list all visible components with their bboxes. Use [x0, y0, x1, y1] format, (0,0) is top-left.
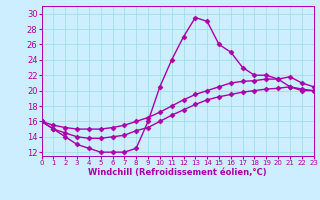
X-axis label: Windchill (Refroidissement éolien,°C): Windchill (Refroidissement éolien,°C)	[88, 168, 267, 177]
